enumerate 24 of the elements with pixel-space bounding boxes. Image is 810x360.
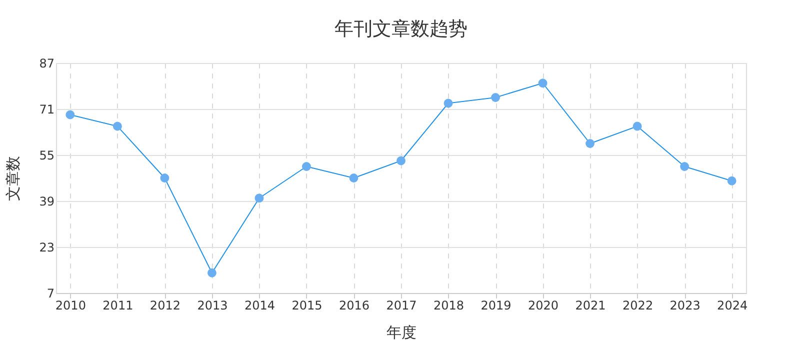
x-tick-label: 2013 xyxy=(197,298,228,312)
x-tick-label: 2017 xyxy=(386,298,417,312)
y-tick-label: 7 xyxy=(46,286,54,300)
x-tick-label: 2024 xyxy=(717,298,748,312)
x-tick-label: 2023 xyxy=(670,298,700,312)
y-tick-label: 39 xyxy=(39,194,54,208)
x-tick-label: 2011 xyxy=(102,298,134,312)
y-axis-title: 文章数 xyxy=(4,156,22,201)
x-tick-label: 2021 xyxy=(575,298,606,312)
x-tick-label: 2010 xyxy=(55,298,86,312)
x-axis-title: 年度 xyxy=(386,324,416,342)
x-tick-label: 2015 xyxy=(292,298,322,312)
y-tick-label: 71 xyxy=(39,102,54,116)
x-tick-label: 2016 xyxy=(338,298,370,312)
x-tick-label: 2018 xyxy=(433,298,464,312)
x-tick-label: 2020 xyxy=(528,298,559,312)
x-tick-label: 2014 xyxy=(244,298,275,312)
y-tick-label: 87 xyxy=(39,56,54,70)
y-tick-label: 55 xyxy=(39,148,54,162)
x-tick-label: 2019 xyxy=(480,298,512,312)
x-tick-label: 2022 xyxy=(622,298,654,312)
chart-title: 年刊文章数趋势 xyxy=(334,18,468,40)
y-tick-label: 23 xyxy=(39,240,54,254)
x-tick-label: 2012 xyxy=(150,298,180,312)
